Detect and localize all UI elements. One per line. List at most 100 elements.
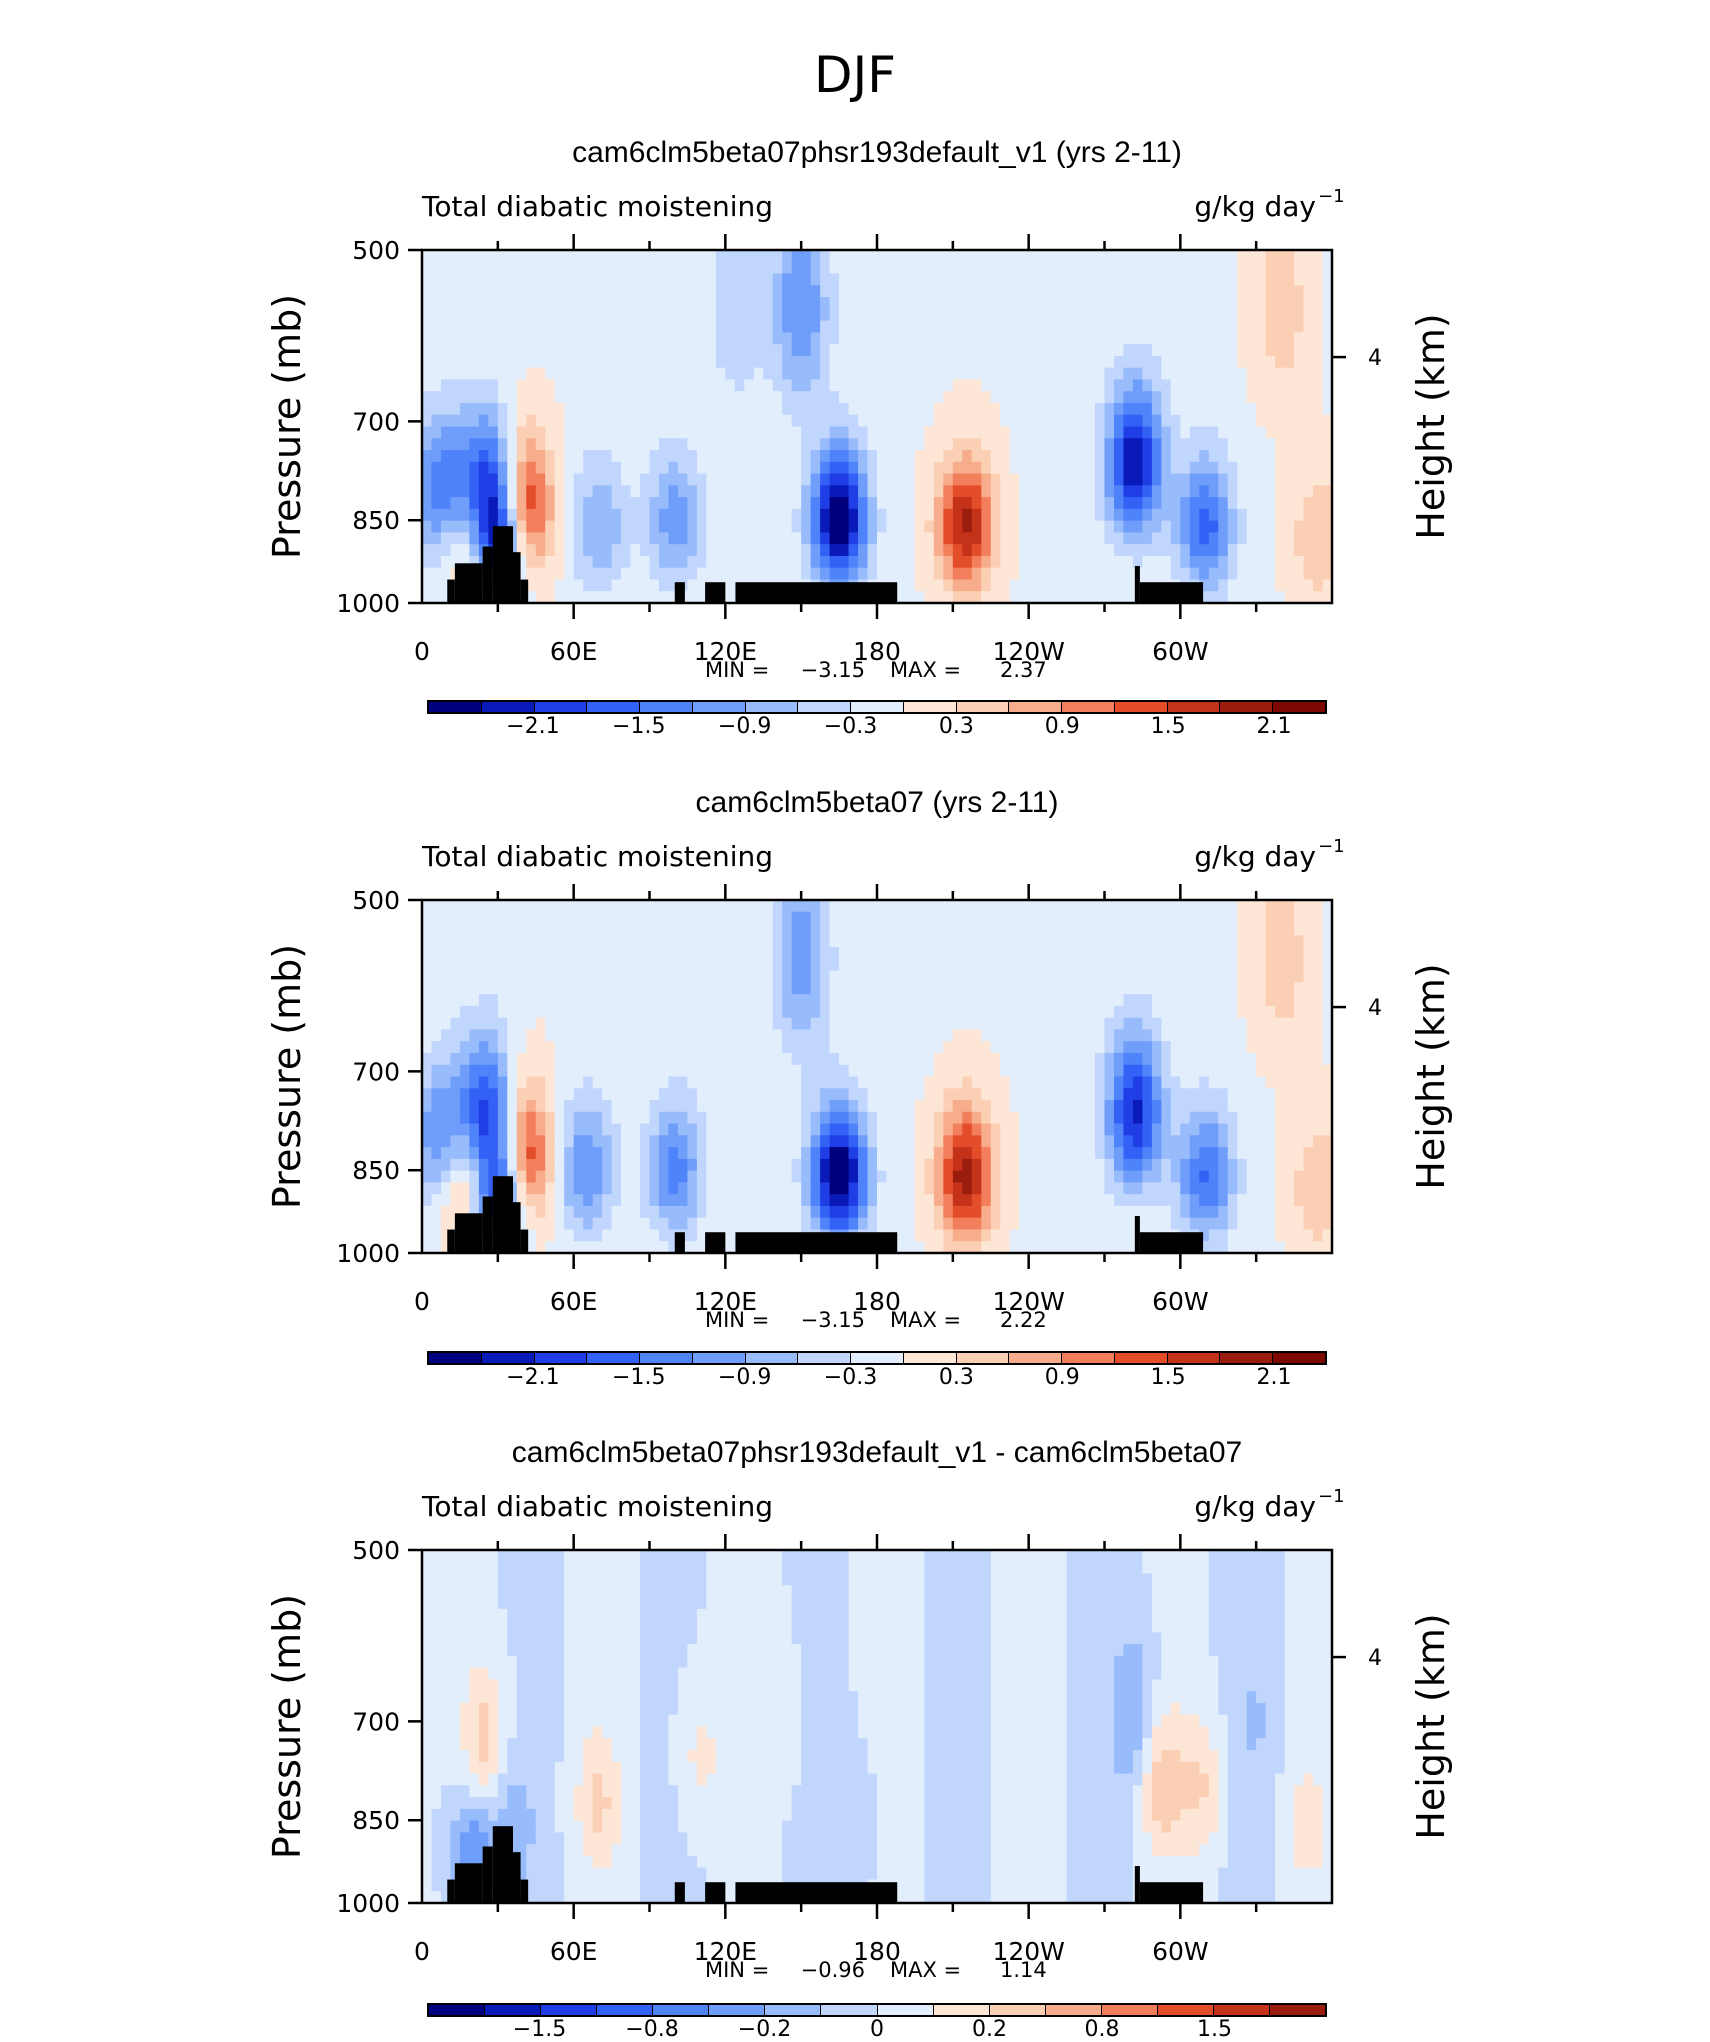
heat-cell — [1152, 532, 1162, 544]
heat-cell — [498, 935, 508, 947]
heat-cell — [1048, 285, 1058, 297]
heat-cell — [744, 959, 754, 971]
heat-cell — [706, 1029, 716, 1041]
heat-cell — [735, 1206, 745, 1218]
heat-cell — [1038, 924, 1048, 936]
heat-cell — [953, 971, 963, 983]
heat-cell — [1266, 462, 1276, 474]
heat-cell — [943, 521, 953, 533]
heat-cell — [943, 309, 953, 321]
heat-cell — [801, 568, 811, 580]
heat-cell — [896, 262, 906, 274]
heat-cell — [934, 935, 944, 947]
heat-cell — [1086, 591, 1096, 603]
heat-cell — [460, 1088, 470, 1100]
heat-cell — [792, 1124, 802, 1136]
heat-cell — [915, 971, 925, 983]
heat-cell — [1180, 403, 1190, 415]
heat-cell — [678, 438, 688, 450]
heat-cell — [811, 1159, 821, 1171]
heat-cell — [801, 438, 811, 450]
heat-cell — [1029, 379, 1039, 391]
heat-cell — [526, 274, 536, 286]
heat-cell — [754, 391, 764, 403]
heat-cell — [972, 309, 982, 321]
heat-cell — [431, 1171, 441, 1183]
heat-cell — [972, 1218, 982, 1230]
heat-cell — [431, 556, 441, 568]
heat-cell — [1190, 403, 1200, 415]
heat-cell — [450, 1124, 460, 1136]
heat-cell — [488, 1124, 498, 1136]
heat-cell — [754, 568, 764, 580]
heat-cell — [612, 568, 622, 580]
heat-cell — [1019, 1041, 1029, 1053]
heat-cell — [839, 982, 849, 994]
heat-cell — [981, 1171, 991, 1183]
heat-cell — [754, 947, 764, 959]
heat-cell — [574, 591, 584, 603]
heat-cell — [877, 532, 887, 544]
heat-cell — [640, 971, 650, 983]
heat-cell — [583, 591, 593, 603]
heat-cell — [1105, 379, 1115, 391]
heat-cell — [640, 1147, 650, 1159]
heat-cell — [1019, 912, 1029, 924]
heat-cell — [943, 1229, 953, 1241]
heat-cell — [991, 1077, 1001, 1089]
heat-cell — [924, 391, 934, 403]
heat-cell — [574, 1018, 584, 1030]
heat-cell — [1057, 591, 1067, 603]
heat-cell — [773, 1171, 783, 1183]
heat-cell — [962, 344, 972, 356]
heat-cell — [593, 368, 603, 380]
heat-cell — [896, 356, 906, 368]
heat-cell — [612, 994, 622, 1006]
heat-cell — [991, 959, 1001, 971]
heat-cell — [687, 568, 697, 580]
heat-cell — [839, 935, 849, 947]
heat-cell — [792, 1159, 802, 1171]
heat-cell — [801, 1088, 811, 1100]
heat-cell — [877, 250, 887, 262]
heat-cell — [650, 332, 660, 344]
heat-cell — [773, 309, 783, 321]
heat-cell — [536, 438, 546, 450]
heat-cell — [1190, 332, 1200, 344]
heat-cell — [479, 462, 489, 474]
heat-cell — [621, 285, 631, 297]
heat-cell — [659, 556, 669, 568]
heat-cell — [1218, 297, 1228, 309]
heat-cell — [678, 497, 688, 509]
heat-cell — [668, 250, 678, 262]
heat-cell — [763, 509, 773, 521]
heat-cell — [1029, 591, 1039, 603]
heat-cell — [697, 285, 707, 297]
heat-cell — [1029, 900, 1039, 912]
heat-cell — [479, 309, 489, 321]
heat-cell — [1180, 544, 1190, 556]
heat-cell — [905, 1041, 915, 1053]
heat-cell — [1095, 356, 1105, 368]
heat-cell — [943, 450, 953, 462]
heat-cell — [536, 274, 546, 286]
heat-cell — [460, 1182, 470, 1194]
heat-cell — [422, 1135, 432, 1147]
heat-cell — [962, 1194, 972, 1206]
heat-cell — [1304, 250, 1314, 262]
heat-cell — [886, 250, 896, 262]
heat-cell — [716, 391, 726, 403]
heat-cell — [811, 274, 821, 286]
heat-cell — [1057, 297, 1067, 309]
heat-cell — [1000, 450, 1010, 462]
heat-cell — [981, 1124, 991, 1136]
heat-cell — [981, 1206, 991, 1218]
heat-cell — [1237, 497, 1247, 509]
heat-cell — [517, 947, 527, 959]
heat-cell — [640, 415, 650, 427]
heat-cell — [1057, 344, 1067, 356]
heat-cell — [1133, 462, 1143, 474]
heat-cell — [782, 1041, 792, 1053]
heat-cell — [820, 344, 830, 356]
heat-cell — [1019, 1077, 1029, 1089]
